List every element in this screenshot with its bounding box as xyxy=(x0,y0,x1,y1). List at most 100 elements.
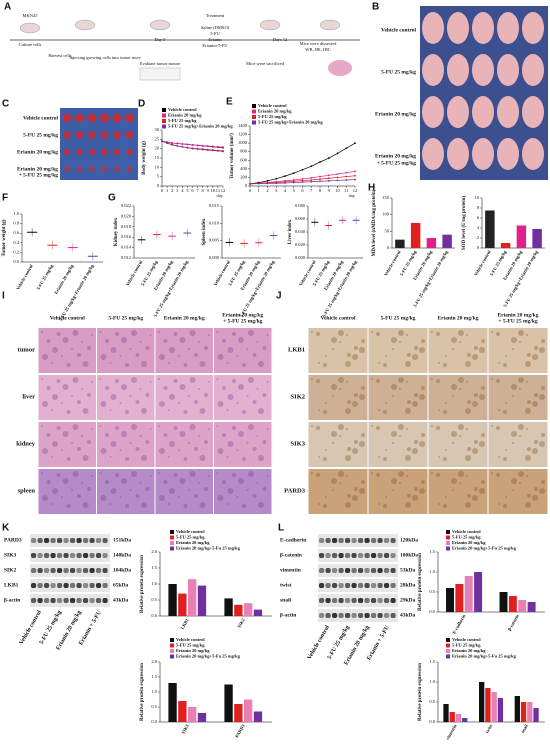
texture xyxy=(323,504,327,508)
y-tick-label: 1400 xyxy=(238,123,248,128)
point xyxy=(345,179,348,181)
band xyxy=(31,598,37,603)
texture xyxy=(188,442,190,444)
texture xyxy=(87,440,91,444)
panel-label: I xyxy=(2,291,5,302)
texture xyxy=(178,355,180,357)
bar xyxy=(462,718,468,722)
texture xyxy=(238,337,244,343)
texture xyxy=(481,433,485,437)
band xyxy=(319,538,325,543)
column-label: 5-FU 25 mg/kg xyxy=(381,315,416,321)
texture xyxy=(532,495,538,501)
texture xyxy=(115,332,119,336)
texture xyxy=(119,402,122,404)
texture xyxy=(467,447,471,451)
texture xyxy=(436,332,440,336)
texture xyxy=(376,379,380,383)
x-tick-label: SIK2 xyxy=(236,617,246,629)
texture xyxy=(474,393,478,397)
band xyxy=(325,613,331,618)
point xyxy=(292,180,295,183)
texture xyxy=(52,394,58,400)
texture xyxy=(179,478,186,484)
texture xyxy=(491,472,493,474)
point xyxy=(196,147,199,150)
x-tick-label: vimentin xyxy=(445,723,458,741)
texture xyxy=(359,488,365,494)
y-tick-label: 0.5 xyxy=(151,597,157,602)
texture xyxy=(318,409,320,411)
legend-swatch xyxy=(170,643,174,648)
band xyxy=(364,613,370,618)
texture xyxy=(512,442,514,444)
y-tick-label: 1.0 xyxy=(151,581,157,586)
texture xyxy=(139,482,142,484)
x-tick-label: snail xyxy=(520,723,529,734)
y-tick-label: 0.5 xyxy=(429,699,435,704)
blot-label: β-actin xyxy=(280,612,296,618)
point xyxy=(327,179,330,182)
texture xyxy=(71,395,73,397)
point xyxy=(301,168,304,171)
bar xyxy=(485,688,491,722)
band xyxy=(345,583,351,588)
texture xyxy=(139,435,142,437)
texture xyxy=(445,355,447,357)
bar xyxy=(426,238,437,248)
texture xyxy=(72,424,79,430)
bar xyxy=(224,598,233,616)
texture xyxy=(525,455,531,461)
texture xyxy=(503,457,507,461)
texture xyxy=(252,447,257,451)
bar xyxy=(253,609,263,616)
texture xyxy=(194,353,198,357)
point xyxy=(301,181,304,184)
texture xyxy=(149,334,152,336)
texture xyxy=(452,395,454,397)
texture xyxy=(226,503,229,505)
bar xyxy=(224,684,233,722)
texture xyxy=(458,471,464,477)
band xyxy=(377,553,383,558)
y-tick-label: 600 xyxy=(240,157,248,162)
texture xyxy=(332,348,334,350)
series-line xyxy=(249,142,356,185)
texture xyxy=(208,475,210,477)
texture xyxy=(525,502,531,508)
point xyxy=(217,149,219,152)
texture xyxy=(346,428,348,430)
legend-swatch xyxy=(170,654,174,659)
y-tick-label: 6 xyxy=(477,215,480,220)
band xyxy=(351,553,357,558)
texture xyxy=(87,346,91,350)
texture xyxy=(325,355,327,357)
texture xyxy=(345,361,351,367)
point xyxy=(201,148,204,150)
band xyxy=(83,553,89,558)
texture xyxy=(376,332,380,336)
band xyxy=(338,568,344,573)
band xyxy=(70,568,76,573)
texture xyxy=(498,503,500,505)
band xyxy=(358,538,364,543)
band xyxy=(351,538,357,543)
texture xyxy=(216,472,219,474)
texture xyxy=(458,424,464,430)
row-label: Erianin 20 mg/kg xyxy=(375,111,416,117)
texture xyxy=(41,378,43,380)
texture xyxy=(392,442,394,444)
x-tick-label: 5 xyxy=(186,188,189,193)
texture xyxy=(339,388,341,390)
micrograph xyxy=(97,469,155,514)
band xyxy=(63,553,69,558)
texture xyxy=(159,495,165,501)
legend-swatch xyxy=(252,109,256,114)
texture xyxy=(208,334,210,336)
blot-label: β-catenin xyxy=(280,552,302,558)
x-tick-label: 7 xyxy=(196,188,199,193)
bar xyxy=(474,572,483,612)
texture xyxy=(399,482,401,484)
band xyxy=(371,553,377,558)
band xyxy=(325,568,331,573)
